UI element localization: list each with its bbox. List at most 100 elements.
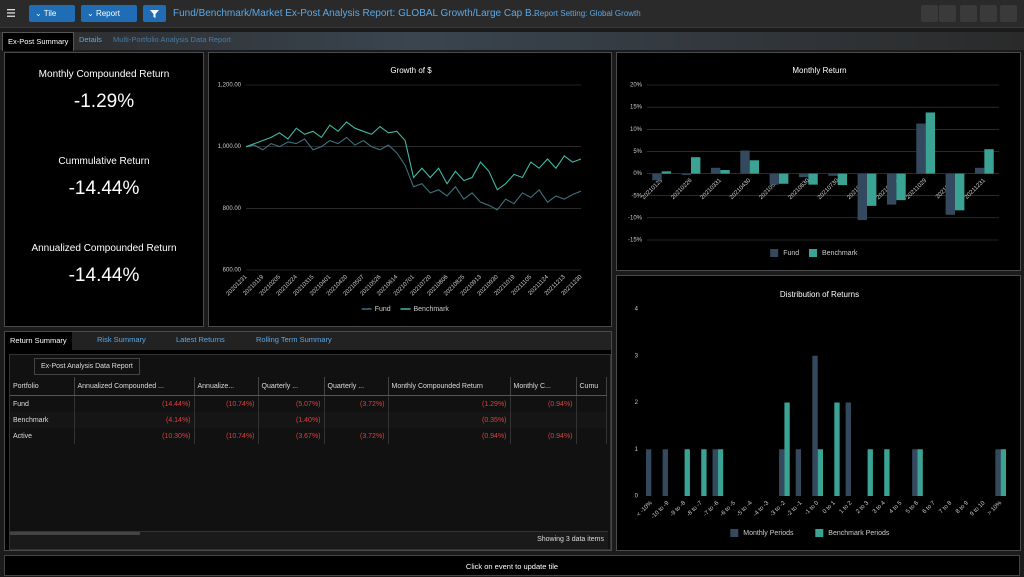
- bar: [784, 402, 790, 496]
- y-tick-label: 3: [635, 353, 639, 359]
- bar: [779, 449, 785, 496]
- report-button[interactable]: ⌄ Report: [81, 5, 137, 22]
- bar: [662, 449, 668, 496]
- kpi-label: Annualized Compounded Return: [31, 243, 177, 254]
- bar: [867, 449, 873, 496]
- x-tick-label: 6 to 7: [922, 500, 937, 515]
- toolbar-button[interactable]: Ex-Post Analysis Data Report: [34, 358, 140, 375]
- y-tick-label: 1,200.00: [218, 83, 242, 89]
- table-cell: (10.74%): [194, 428, 259, 444]
- bar: [828, 173, 838, 176]
- x-tick-label: 20210129: [641, 177, 665, 201]
- x-tick-label: 5 to 6: [905, 500, 920, 515]
- table-cell: (0.94%): [510, 395, 577, 412]
- bar: [798, 173, 809, 178]
- x-tick-label: > 10%: [987, 500, 1004, 517]
- kpi-label: Monthly Compounded Return: [38, 69, 170, 80]
- x-tick-label: 7 to 8: [938, 500, 953, 515]
- column-header: Monthly C...: [510, 377, 577, 396]
- bar: [984, 149, 994, 174]
- bar: [812, 355, 818, 496]
- table-cell: Benchmark: [10, 412, 75, 428]
- tab[interactable]: Latest Returns: [176, 335, 225, 344]
- bar: [945, 173, 955, 215]
- exit-button[interactable]: [1000, 5, 1017, 22]
- y-tick-label: 0: [635, 494, 639, 500]
- tab[interactable]: Risk Summary: [97, 335, 146, 344]
- table-cell: (14.44%): [74, 395, 195, 412]
- tab[interactable]: Rolling Term Summary: [256, 335, 332, 344]
- tab[interactable]: Multi-Portfolio Analysis Data Report: [113, 35, 231, 44]
- chart-title: Distribution of Returns: [780, 290, 859, 299]
- column-header: Quarterly ...: [258, 377, 325, 396]
- bar: [684, 449, 690, 496]
- legend-label: Benchmark: [414, 306, 450, 313]
- scrollbar[interactable]: [10, 532, 140, 535]
- x-tick-label: -3 to -2: [769, 500, 787, 518]
- y-tick-label: 5%: [633, 149, 642, 155]
- table-cell: [576, 395, 607, 412]
- legend-swatch: [770, 249, 779, 257]
- table-cell: (5.07%): [258, 395, 325, 412]
- menu-icon[interactable]: [6, 8, 16, 18]
- report-setting[interactable]: Report Setting: Global Growth: [534, 9, 641, 18]
- data-table: Portfolio Annualized Compounded ... Annual…: [10, 377, 607, 444]
- kpi-panel: Monthly Compounded Return -1.29% Cummula…: [4, 52, 204, 327]
- monthly-return-chart: Monthly Return -15% -10% -5% 0% 5% 10% 15% 20% 20…: [616, 52, 1021, 271]
- table-footer: Showing 3 data items: [10, 531, 608, 549]
- x-tick-label: 2 to 3: [855, 500, 870, 515]
- tab[interactable]: Return Summary: [5, 332, 72, 350]
- column-header: Cumu: [576, 377, 607, 396]
- table-cell: (3.67%): [258, 428, 325, 444]
- x-tick-label: -9 to -8: [669, 500, 687, 518]
- tab[interactable]: Ex-Post Summary: [2, 32, 75, 51]
- bar: [896, 173, 906, 201]
- x-tick-label: -8 to -7: [686, 500, 704, 518]
- table-cell: (0.94%): [510, 428, 577, 444]
- bar: [710, 167, 721, 174]
- back-button[interactable]: [921, 5, 938, 22]
- table-cell: (1.29%): [388, 395, 511, 412]
- x-tick-label: 20210331: [700, 177, 724, 201]
- bar: [845, 402, 851, 496]
- table-cell: [510, 412, 577, 428]
- x-tick-label: 20210226: [670, 177, 694, 201]
- tile-button[interactable]: ⌄ Tile: [29, 5, 75, 22]
- doc-button[interactable]: [939, 5, 956, 22]
- y-tick-label: 2: [635, 400, 639, 406]
- chart-title: Growth of $: [390, 66, 432, 75]
- x-tick-label: 20211231: [964, 177, 987, 200]
- x-tick-label: 8 to 9: [955, 500, 970, 515]
- y-tick-label: 4: [635, 307, 639, 313]
- row-count: Showing 3 data items: [537, 536, 604, 543]
- bar: [681, 173, 691, 175]
- legend-label: Benchmark: [822, 250, 858, 257]
- user-button[interactable]: [980, 5, 997, 22]
- y-tick-label: 15%: [630, 105, 643, 111]
- x-tick-label: -7 to -6: [703, 500, 721, 518]
- kpi-value: -14.44%: [68, 178, 140, 199]
- tab[interactable]: Details: [79, 35, 102, 44]
- bar: [884, 449, 890, 496]
- bar: [720, 170, 730, 174]
- status-bar: Click on event to update tile: [4, 555, 1020, 576]
- history-button[interactable]: [960, 5, 977, 22]
- bar: [955, 173, 965, 211]
- table-row: Fund (14.44%) (10.74%) (5.07%) (3.72%) (1.29%…: [10, 395, 607, 412]
- kpi-value: -1.29%: [73, 91, 135, 112]
- series-line: [245, 136, 582, 211]
- return-summary-panel: Return Summary Risk Summary Latest Retur…: [4, 331, 612, 551]
- bar: [857, 173, 867, 221]
- bar: [917, 449, 923, 496]
- x-tick-label: 20210630: [788, 177, 812, 201]
- x-tick-label: -5 to -4: [736, 500, 754, 518]
- column-header: Quarterly ...: [324, 377, 389, 396]
- legend-label: Monthly Periods: [743, 530, 794, 537]
- y-tick-label: 800.00: [223, 206, 242, 212]
- table-cell: [324, 412, 389, 428]
- y-tick-label: 1: [635, 447, 639, 453]
- filter-button[interactable]: [143, 5, 166, 22]
- status-text: Click on event to update tile: [465, 562, 559, 571]
- tab-strip: [5, 332, 611, 350]
